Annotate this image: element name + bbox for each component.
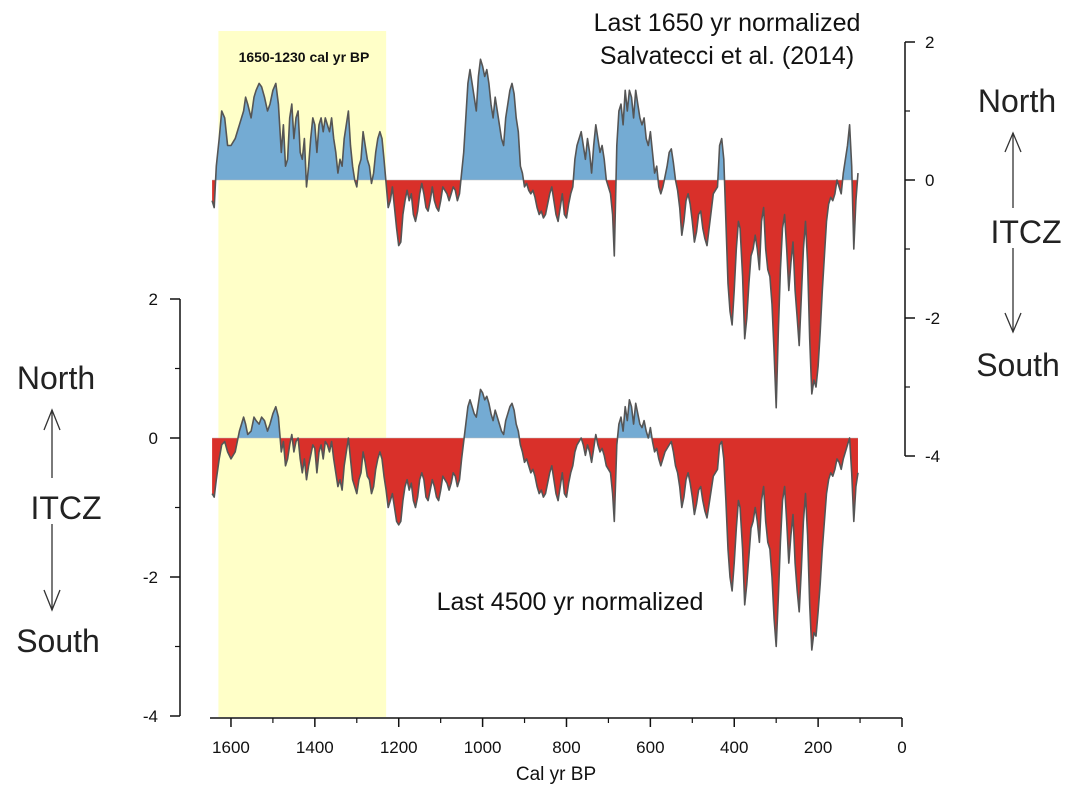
- right-south-label: South: [976, 347, 1060, 383]
- left-up-arrow-icon: [43, 408, 61, 478]
- top-y-tick-label: -2: [925, 309, 940, 328]
- left-itcz-label: ITCZ: [30, 490, 101, 526]
- right-itcz-label: ITCZ: [990, 214, 1061, 250]
- top-y-tick-label: -4: [925, 447, 940, 466]
- x-tick-label: 0: [897, 738, 906, 757]
- bottom-y-tick-label: 0: [149, 429, 158, 448]
- top-positive-area: [212, 59, 858, 180]
- x-axis-title: Cal yr BP: [516, 764, 596, 785]
- x-tick-label: 1000: [464, 738, 502, 757]
- x-tick-label: 1200: [380, 738, 418, 757]
- top-chart-title-line2: Salvatecci et al. (2014): [600, 42, 854, 70]
- left-north-label: North: [17, 360, 95, 396]
- right-down-arrow-icon: [1004, 248, 1022, 334]
- x-tick-label: 1600: [212, 738, 250, 757]
- top-series-line: [211, 58, 859, 409]
- highlight-band-label: 1650-1230 cal yr BP: [239, 49, 370, 65]
- x-tick-label: 400: [720, 738, 748, 757]
- right-north-label: North: [978, 83, 1056, 119]
- bottom-chart-title: Last 4500 yr normalized: [437, 588, 704, 616]
- top-y-tick-label: 0: [925, 171, 934, 190]
- left-down-arrow-icon: [43, 524, 61, 612]
- bottom-positive-area: [212, 389, 858, 438]
- top-y-tick-label: 2: [925, 33, 934, 52]
- x-tick-label: 1400: [296, 738, 334, 757]
- bottom-y-tick-label: -4: [143, 707, 158, 726]
- x-tick-label: 200: [804, 738, 832, 757]
- bottom-series-line: [211, 388, 859, 651]
- top-chart-title-line1: Last 1650 yr normalized: [594, 9, 861, 37]
- x-tick-label: 800: [552, 738, 580, 757]
- x-tick-label: 600: [636, 738, 664, 757]
- bottom-negative-area: [212, 438, 858, 650]
- right-up-arrow-icon: [1004, 131, 1022, 208]
- bottom-y-tick-label: -2: [143, 568, 158, 587]
- bottom-y-tick-label: 2: [149, 290, 158, 309]
- left-south-label: South: [16, 623, 100, 659]
